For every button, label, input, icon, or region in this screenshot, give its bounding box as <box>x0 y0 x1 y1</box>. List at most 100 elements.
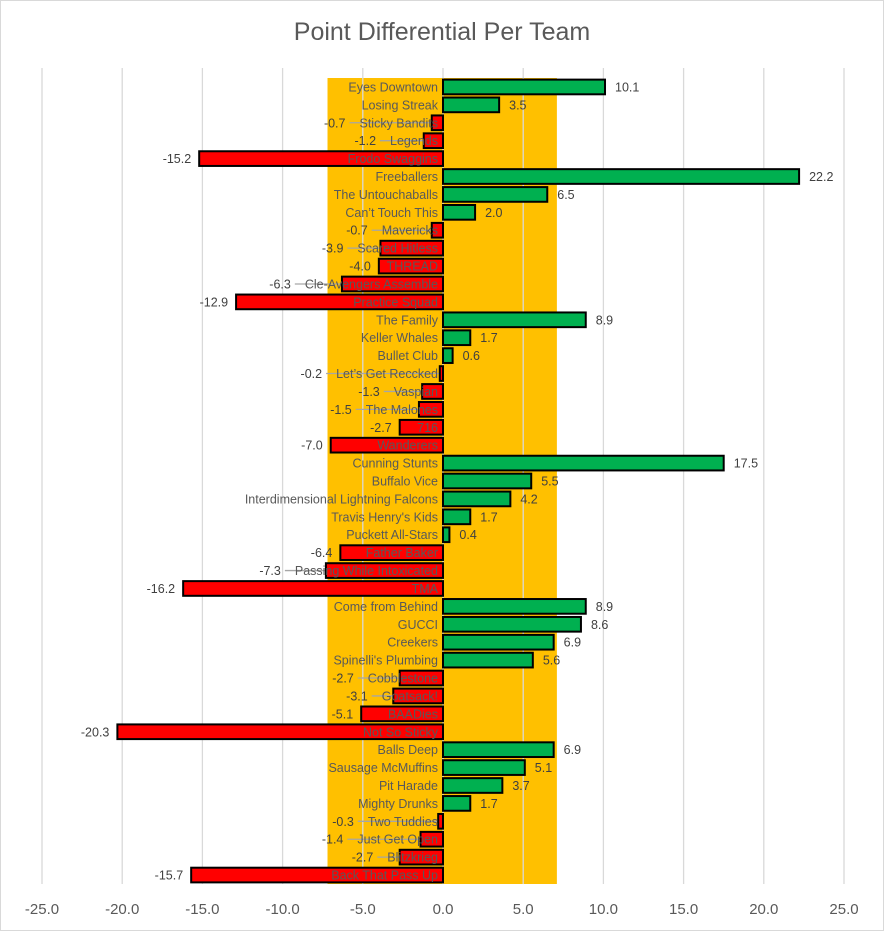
value-label: 5.5 <box>541 475 558 489</box>
value-label: 5.1 <box>535 761 552 775</box>
x-tick-label: -5.0 <box>350 901 376 918</box>
bar <box>437 812 444 830</box>
bar <box>442 508 472 526</box>
bar <box>182 580 444 597</box>
category-label: Losing Streak <box>362 98 439 112</box>
category-label: TMA <box>412 582 439 596</box>
value-label: 0.4 <box>459 528 476 542</box>
bar <box>398 669 444 687</box>
category-label: Can’t Touch This <box>345 206 438 220</box>
bar <box>198 150 444 167</box>
category-labels: Eyes Downtown Losing Streak Sticky Bandits… <box>245 80 439 882</box>
bar <box>442 777 504 794</box>
category-label: Wanderers <box>377 439 438 453</box>
category-label: Mighty Drunks <box>358 797 438 811</box>
bar <box>442 526 451 544</box>
value-label: 1.7 <box>480 331 497 345</box>
bar <box>340 275 444 293</box>
bar <box>442 633 555 651</box>
category-label: Come from Behind <box>334 600 438 614</box>
category-label: THREAD <box>387 260 438 274</box>
value-label: 10.1 <box>615 80 639 94</box>
bar <box>377 257 444 275</box>
category-label: Bullet Club <box>378 349 438 363</box>
category-label: 716 <box>417 421 438 435</box>
value-label: -1.4 <box>322 833 344 847</box>
value-labels: 10.13.5-0.7-1.2-15.222.26.52.0-0.7-3.9-4… <box>81 80 834 882</box>
category-label: Creekers <box>387 636 438 650</box>
value-label: 8.6 <box>591 618 608 632</box>
value-label: -0.7 <box>324 116 346 130</box>
x-tick-label: 5.0 <box>513 901 534 918</box>
value-label: 3.7 <box>512 779 529 793</box>
bar <box>442 78 607 96</box>
value-label: 22.2 <box>809 170 833 184</box>
category-label: Interdimensional Lightning Falcons <box>245 492 438 506</box>
bar <box>398 418 444 436</box>
value-label: 8.9 <box>596 600 613 614</box>
bars <box>116 78 801 884</box>
bar <box>360 705 445 723</box>
value-label: 1.7 <box>480 510 497 524</box>
category-label: Buffalo Vice <box>372 475 438 489</box>
category-label: Sticky Bandits <box>359 116 438 130</box>
chart-title: Point Differential Per Team <box>293 18 591 46</box>
value-label: -6.4 <box>311 546 333 560</box>
category-label: Keller Whales <box>361 331 438 345</box>
x-tick-label: -20.0 <box>105 901 139 918</box>
bar <box>442 186 549 203</box>
category-label: Goatsack! <box>382 689 438 703</box>
x-tick-label: -15.0 <box>185 901 219 918</box>
bar <box>116 723 444 741</box>
bar <box>430 114 445 132</box>
category-label: Frodo Swaggins <box>348 152 438 166</box>
category-label: Balls Deep <box>378 743 438 757</box>
value-label: -12.9 <box>200 295 229 309</box>
value-label: -0.2 <box>301 367 323 381</box>
category-label: Just Get Open <box>357 833 438 847</box>
value-label: 5.6 <box>543 654 560 668</box>
value-label: 8.9 <box>596 313 613 327</box>
x-tick-label: -25.0 <box>25 901 59 918</box>
value-label: -1.5 <box>330 403 352 417</box>
value-label: 6.9 <box>564 743 581 757</box>
value-label: 0.6 <box>463 349 480 363</box>
category-label: Pit Harade <box>379 779 438 793</box>
bar <box>379 239 444 257</box>
bar <box>235 293 444 311</box>
value-label: -2.7 <box>352 851 374 865</box>
category-label: Blitzkrieg <box>387 851 438 865</box>
category-label: The Malones <box>366 403 438 417</box>
gridlines <box>41 68 845 884</box>
bar <box>442 311 587 329</box>
category-label: GUCCI <box>398 618 438 632</box>
category-label: The Untouchaballs <box>334 188 438 202</box>
category-label: Puckett All-Stars <box>346 528 438 542</box>
category-label: Mavericks <box>382 224 438 238</box>
bar <box>442 472 533 490</box>
value-label: 1.7 <box>480 797 497 811</box>
bar <box>329 436 444 454</box>
bar <box>442 651 534 669</box>
category-label: Travis Henry's Kids <box>331 510 438 524</box>
x-tick-label: 20.0 <box>749 901 778 918</box>
category-label: Eyes Downtown <box>348 80 438 94</box>
value-label: -2.7 <box>370 421 392 435</box>
category-label: The Family <box>376 313 439 327</box>
bar <box>442 203 477 221</box>
value-label: -3.1 <box>346 689 368 703</box>
category-label: Scared Hitless <box>357 242 438 256</box>
bar <box>430 221 445 239</box>
category-label: Cle-Avengers Assemble <box>305 277 438 291</box>
value-label: -20.3 <box>81 725 110 739</box>
bar <box>324 562 444 579</box>
bar <box>398 848 444 866</box>
value-label: -2.7 <box>332 672 354 686</box>
value-label: 4.2 <box>520 492 537 506</box>
value-label: 2.0 <box>485 206 502 220</box>
value-label: -1.3 <box>358 385 380 399</box>
category-label: Passing While Intoxicated <box>295 564 438 578</box>
bar <box>417 401 445 418</box>
category-label: Not So Sticky <box>363 725 439 739</box>
